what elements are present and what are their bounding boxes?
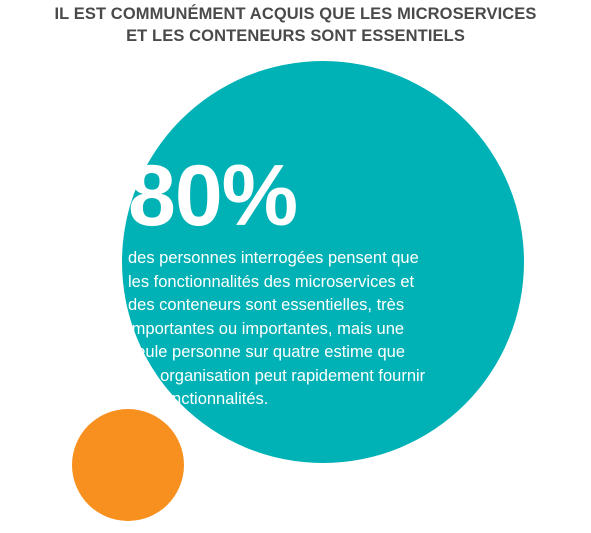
stat-description-line: des conteneurs sont essentielles, très	[128, 296, 405, 314]
headline-line-1: IL EST COMMUNÉMENT ACQUIS QUE LES MICROS…	[54, 5, 537, 23]
stat-description: des personnes interrogées pensent que le…	[128, 247, 528, 412]
stat-description-line: seule personne sur quatre estime que	[128, 343, 406, 361]
headline-line-2: ET LES CONTENEURS SONT ESSENTIELS	[126, 27, 465, 45]
big-teal-circle	[122, 61, 524, 463]
headline: IL EST COMMUNÉMENT ACQUIS QUE LES MICROS…	[0, 3, 591, 47]
small-orange-circle	[72, 409, 184, 521]
stat-description-line: des personnes interrogées pensent que	[128, 249, 419, 267]
stat-description-line: les fonctionnalités des microservices et	[128, 272, 415, 291]
stat-value: 80%	[128, 148, 298, 244]
stat-description-line: leur organisation peut rapidement fourni…	[128, 366, 426, 385]
stat-description-line: importantes ou importantes, mais une	[128, 319, 405, 338]
stat-description-line: ces fonctionnalités.	[128, 390, 269, 408]
